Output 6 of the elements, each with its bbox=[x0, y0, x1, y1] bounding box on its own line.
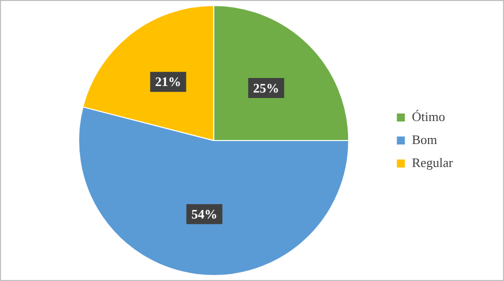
legend-label: Regular bbox=[412, 154, 454, 170]
data-label: 21% bbox=[155, 74, 182, 90]
data-label: 25% bbox=[253, 80, 280, 96]
legend-label: Bom bbox=[412, 132, 438, 147]
legend-label: Ótimo bbox=[412, 108, 446, 124]
data-label: 54% bbox=[191, 206, 218, 222]
